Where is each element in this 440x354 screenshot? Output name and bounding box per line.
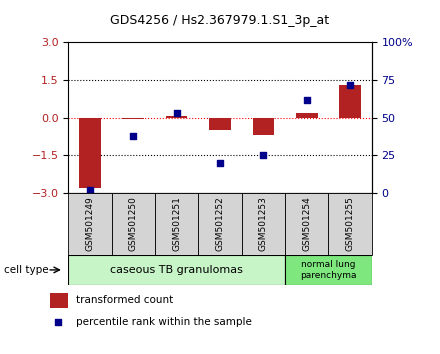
Text: GDS4256 / Hs2.367979.1.S1_3p_at: GDS4256 / Hs2.367979.1.S1_3p_at (110, 14, 330, 27)
Bar (253, 118, 274, 135)
Text: GSM501250: GSM501250 (129, 196, 138, 251)
Bar (68, 193, 112, 255)
Bar (50, 293, 68, 308)
Bar (198, 193, 242, 255)
Bar (285, 193, 328, 255)
Point (173, 110, 180, 116)
Point (216, 160, 224, 166)
Bar (79, 118, 101, 188)
Point (347, 82, 354, 87)
Text: cell type: cell type (4, 265, 49, 275)
Text: percentile rank within the sample: percentile rank within the sample (76, 318, 252, 327)
Text: transformed count: transformed count (76, 295, 173, 306)
Point (260, 153, 267, 158)
Bar (155, 193, 198, 255)
Bar (122, 118, 144, 119)
Bar (166, 116, 187, 118)
Point (86, 187, 93, 193)
Bar (285, 255, 372, 285)
Bar (339, 85, 361, 118)
Point (348, 230, 356, 235)
Text: normal lung
parenchyma: normal lung parenchyma (300, 260, 357, 280)
Bar (296, 113, 318, 118)
Text: GSM501255: GSM501255 (345, 196, 355, 251)
Point (303, 97, 310, 103)
Text: GSM501253: GSM501253 (259, 196, 268, 251)
Bar (328, 193, 372, 255)
Text: caseous TB granulomas: caseous TB granulomas (110, 265, 243, 275)
Bar (209, 118, 231, 130)
Bar (68, 255, 285, 285)
Bar (112, 193, 155, 255)
Text: GSM501249: GSM501249 (85, 196, 95, 251)
Bar (242, 193, 285, 255)
Text: GSM501252: GSM501252 (216, 196, 224, 251)
Text: GSM501254: GSM501254 (302, 196, 311, 251)
Point (130, 133, 137, 139)
Text: GSM501251: GSM501251 (172, 196, 181, 251)
